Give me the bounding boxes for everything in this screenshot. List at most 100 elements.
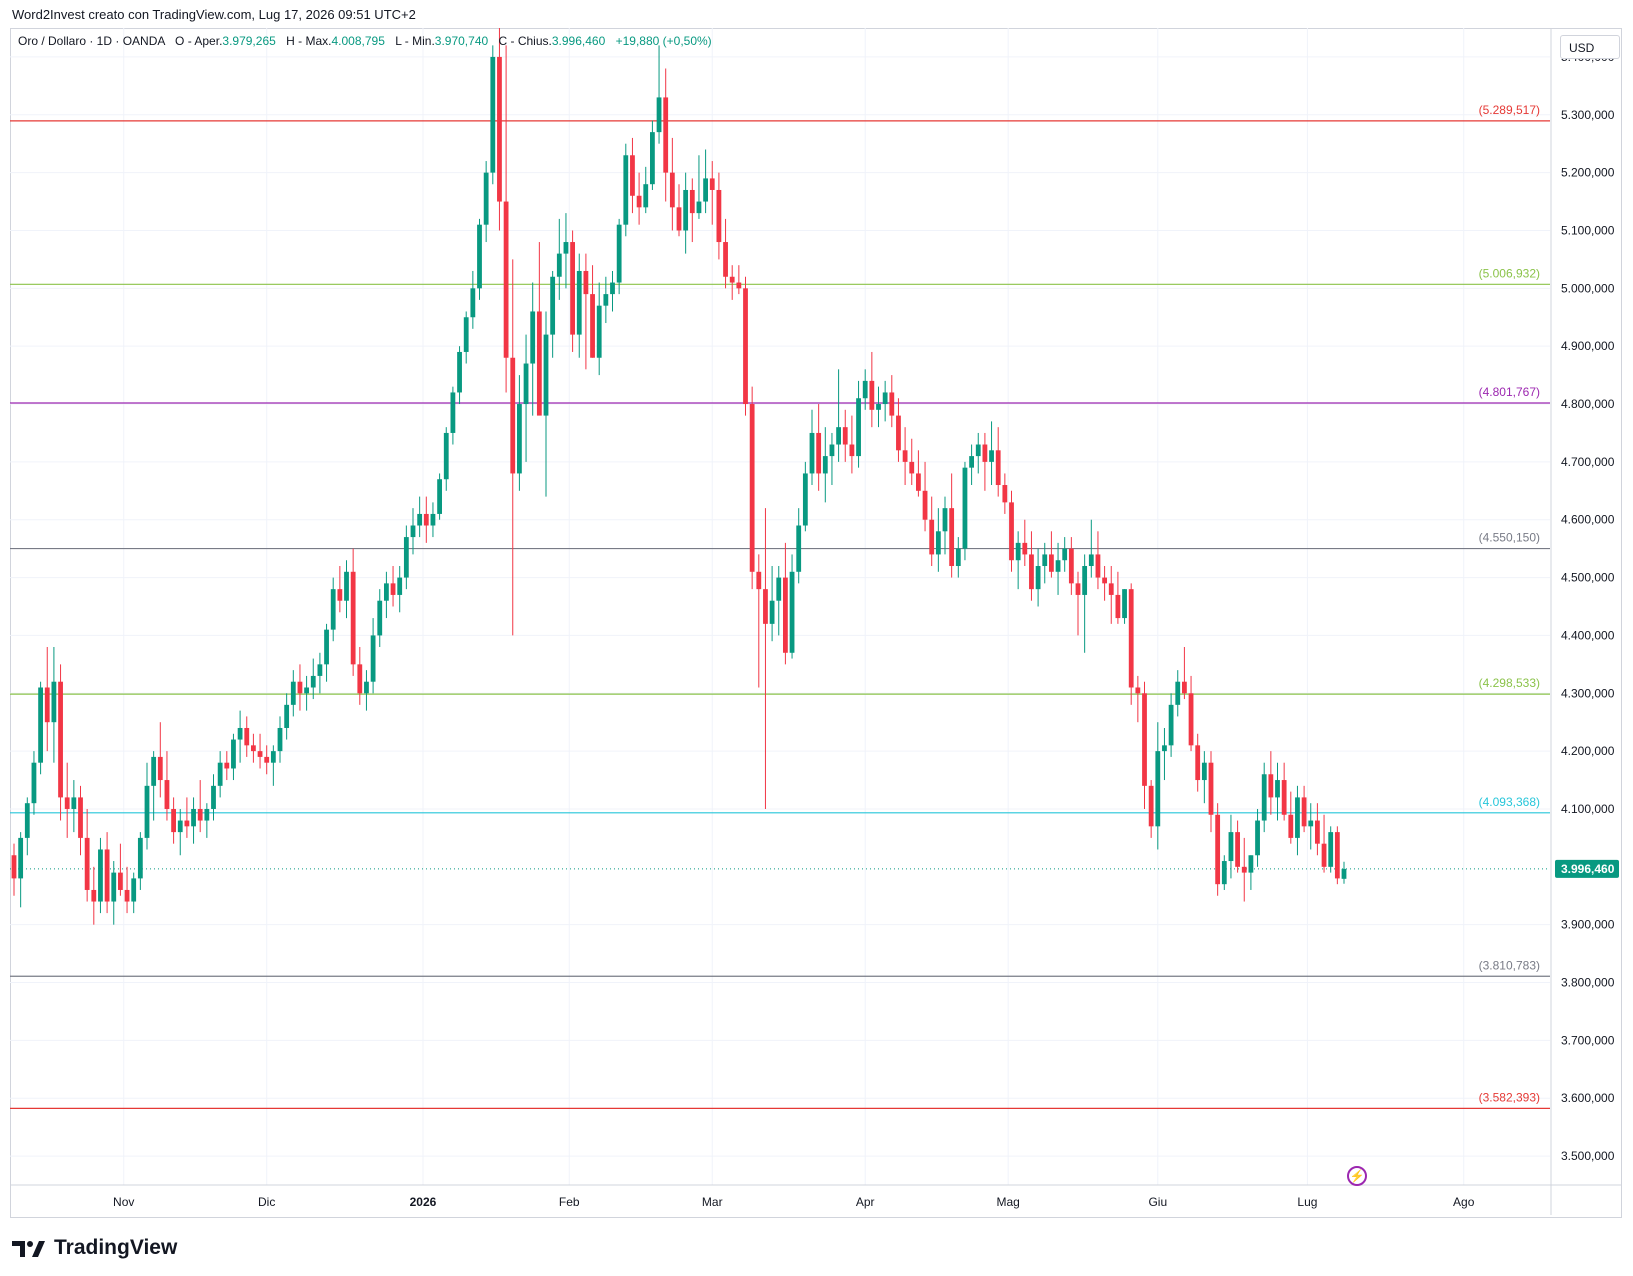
candle-body bbox=[430, 513, 436, 526]
candle-body bbox=[317, 664, 323, 676]
lightning-icon[interactable]: ⚡ bbox=[1347, 1166, 1367, 1186]
candle-body bbox=[1341, 868, 1347, 879]
candle-body bbox=[437, 479, 442, 514]
candle-body bbox=[989, 450, 994, 462]
candle-body bbox=[723, 242, 728, 277]
candle-body bbox=[290, 681, 296, 705]
candle-body bbox=[1142, 693, 1147, 786]
time-tick-label: Nov bbox=[113, 1195, 134, 1209]
candle-body bbox=[450, 392, 456, 433]
time-tick-label: Feb bbox=[559, 1195, 580, 1209]
price-tick-label: 5.100,000 bbox=[1561, 223, 1615, 237]
candle-body bbox=[763, 589, 768, 624]
ohlc-legend: Oro / Dollaro · 1D · OANDA O - Aper.3.97… bbox=[18, 34, 712, 48]
candle-body bbox=[217, 762, 223, 786]
candle-body bbox=[1102, 577, 1107, 584]
candle-body bbox=[1241, 866, 1247, 873]
candle-body bbox=[264, 756, 270, 763]
time-tick-label: Lug bbox=[1297, 1195, 1317, 1209]
candle-body bbox=[144, 785, 150, 838]
currency-button[interactable]: USD bbox=[1560, 35, 1620, 59]
candle-body bbox=[736, 282, 742, 289]
candle-body bbox=[184, 820, 190, 827]
candle-body bbox=[1275, 780, 1280, 798]
candle-body bbox=[1062, 548, 1068, 561]
candle-body bbox=[370, 635, 376, 682]
candle-body bbox=[224, 762, 230, 769]
candle-body bbox=[636, 195, 642, 208]
high-label: H - Max. bbox=[286, 34, 332, 48]
candle-body bbox=[896, 415, 901, 451]
candle-body bbox=[1195, 745, 1201, 781]
candle-body bbox=[18, 837, 24, 879]
candle-body bbox=[1281, 780, 1287, 815]
candle-body bbox=[377, 600, 383, 636]
candle-body bbox=[1235, 832, 1240, 867]
price-tick-label: 4.600,000 bbox=[1561, 513, 1615, 527]
candle-body bbox=[650, 132, 655, 185]
candle-body bbox=[191, 808, 196, 827]
candle-body bbox=[1049, 554, 1054, 572]
candle-body bbox=[1148, 785, 1154, 827]
candle-body bbox=[576, 270, 582, 335]
level-label: (3.810,783) bbox=[1479, 958, 1540, 972]
time-tick-label: 2026 bbox=[410, 1195, 437, 1209]
candle-body bbox=[802, 473, 808, 526]
low-value: 3.970,740 bbox=[434, 34, 489, 48]
candle-body bbox=[1122, 589, 1127, 619]
candle-body bbox=[44, 687, 50, 723]
candle-body bbox=[1321, 843, 1327, 867]
symbol-title[interactable]: Oro / Dollaro · 1D · OANDA bbox=[18, 34, 165, 48]
candle-body bbox=[350, 571, 356, 665]
candle-body bbox=[935, 531, 941, 555]
candle-body bbox=[816, 432, 822, 474]
candle-body bbox=[244, 727, 250, 746]
candle-body bbox=[231, 739, 236, 769]
candle-body bbox=[663, 97, 669, 173]
tradingview-logo-icon bbox=[12, 1241, 45, 1257]
candle-body bbox=[324, 629, 329, 665]
candle-body bbox=[776, 577, 782, 601]
candle-body bbox=[423, 513, 429, 526]
candle-body bbox=[1295, 797, 1300, 838]
candle-body bbox=[384, 583, 389, 601]
price-axis: 5.400,0005.300,0005.200,0005.100,0005.00… bbox=[1550, 28, 1619, 1215]
candle-body bbox=[743, 288, 748, 405]
candle-body bbox=[603, 294, 609, 306]
candle-body bbox=[716, 189, 722, 243]
candle-body bbox=[104, 849, 110, 902]
candle-body bbox=[683, 189, 689, 231]
low-label: L - Min. bbox=[395, 34, 435, 48]
candle-body bbox=[783, 577, 788, 653]
candle-body bbox=[157, 756, 163, 781]
candle-body bbox=[882, 392, 888, 405]
candle-body bbox=[1055, 560, 1061, 572]
candle-body bbox=[530, 311, 536, 364]
candle-body bbox=[749, 404, 755, 572]
candle-body bbox=[1075, 583, 1081, 595]
candle-body bbox=[975, 444, 981, 457]
open-value: 3.979,265 bbox=[222, 34, 276, 48]
candle-body bbox=[869, 380, 875, 410]
candle-body bbox=[443, 432, 449, 480]
candle-body bbox=[1188, 693, 1194, 746]
candle-body bbox=[364, 681, 369, 694]
candle-body bbox=[344, 571, 349, 601]
candle-body bbox=[1215, 814, 1221, 885]
candle-body bbox=[1095, 554, 1101, 578]
candle-body bbox=[889, 392, 895, 416]
chart-grid bbox=[10, 28, 1550, 1185]
candle-body bbox=[71, 797, 77, 809]
candle-body bbox=[251, 745, 256, 752]
candle-body bbox=[1261, 774, 1267, 821]
price-tick-label: 4.700,000 bbox=[1561, 455, 1615, 469]
price-tick-label: 5.200,000 bbox=[1561, 166, 1615, 180]
candle-body bbox=[497, 56, 502, 202]
candle-body bbox=[1088, 554, 1094, 567]
candle-body bbox=[1255, 820, 1260, 856]
candle-body bbox=[1042, 554, 1048, 567]
candle-body bbox=[310, 675, 316, 688]
candle-body bbox=[1228, 832, 1234, 862]
candle-body bbox=[237, 727, 243, 740]
